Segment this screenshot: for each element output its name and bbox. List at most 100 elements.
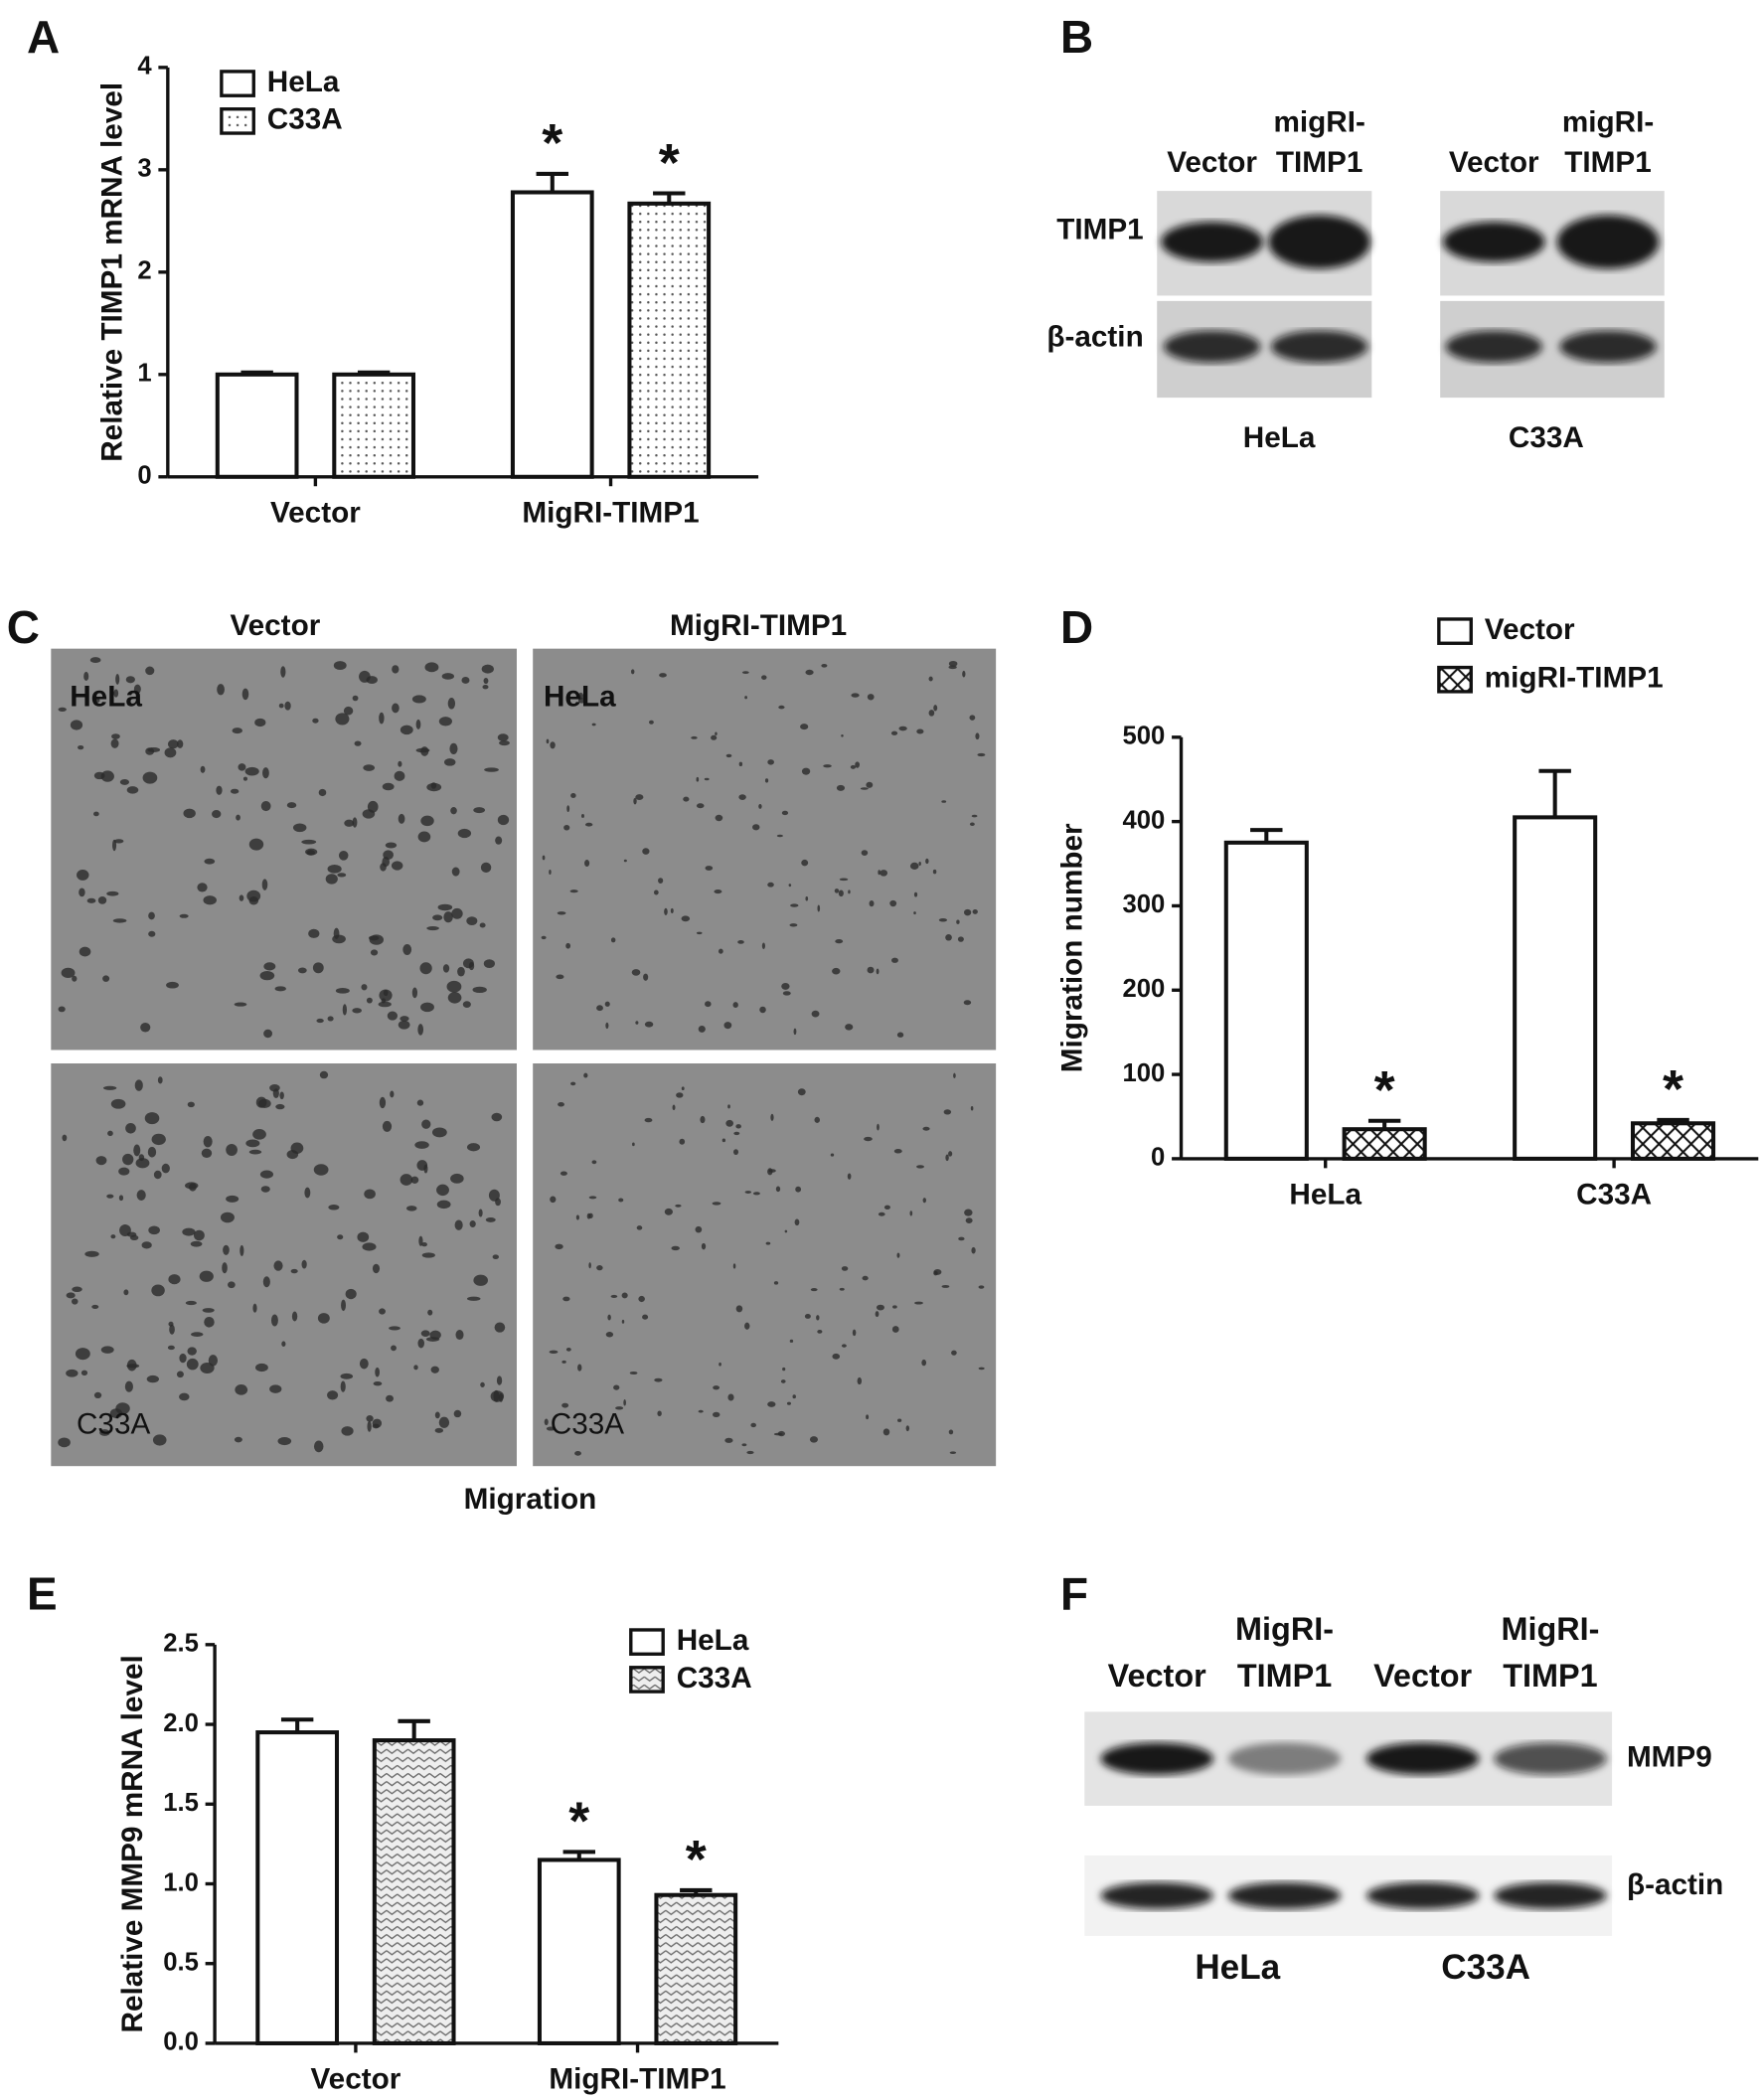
cell	[857, 1376, 863, 1385]
cell	[679, 1138, 686, 1145]
significance-marker: *	[568, 1792, 589, 1852]
cell	[638, 1295, 645, 1303]
cell	[291, 1311, 298, 1322]
cell	[880, 870, 888, 877]
cell	[928, 710, 935, 717]
cell	[909, 1211, 913, 1216]
cell	[281, 1341, 286, 1347]
y-tick-label: 100	[1123, 1059, 1166, 1087]
cell	[588, 1196, 597, 1200]
cell	[383, 850, 394, 861]
y-tick-label: 2.5	[163, 1630, 199, 1658]
cell	[177, 739, 184, 748]
cell	[862, 1275, 869, 1281]
cell	[413, 1365, 418, 1371]
cell	[382, 782, 395, 791]
row-label: β-actin	[1627, 1868, 1723, 1901]
cell	[499, 739, 510, 746]
legend-swatch	[220, 70, 255, 97]
x-tick-label: MigRI-TIMP1	[522, 496, 699, 529]
x-tick-label: MigRI-TIMP1	[549, 2063, 725, 2096]
cell	[366, 1414, 374, 1422]
cell	[834, 888, 840, 893]
cell	[600, 702, 606, 706]
cell	[457, 966, 465, 977]
cell	[145, 747, 155, 755]
cell	[342, 1004, 348, 1016]
cell	[715, 814, 723, 822]
cell	[202, 1308, 215, 1313]
cell	[204, 1316, 215, 1328]
cell	[260, 1186, 270, 1193]
cell	[240, 1244, 244, 1257]
cell	[447, 992, 462, 1004]
cell	[948, 660, 958, 667]
cell	[153, 1170, 162, 1180]
cell	[969, 715, 976, 721]
cell	[841, 733, 844, 737]
cell	[588, 1212, 593, 1218]
cell	[767, 1401, 776, 1407]
bar	[1630, 1121, 1716, 1161]
cell	[773, 1281, 779, 1285]
cell	[569, 889, 578, 893]
cell	[72, 975, 78, 982]
cell	[721, 1138, 726, 1143]
cell	[352, 817, 358, 828]
cell	[882, 1428, 890, 1436]
y-tick-label: 0.5	[163, 1949, 199, 1977]
cell	[957, 936, 964, 942]
cell	[483, 959, 495, 968]
cell	[95, 1156, 107, 1166]
cell	[866, 781, 874, 788]
lane-label: Vector	[1373, 1658, 1472, 1694]
legend-swatch	[1437, 665, 1473, 694]
cell	[811, 1010, 820, 1018]
error-bar	[562, 1850, 595, 1860]
cell	[782, 1367, 786, 1372]
cell	[280, 666, 286, 678]
cell	[741, 1443, 747, 1447]
cell	[106, 1194, 114, 1199]
cell	[805, 896, 809, 901]
cell	[591, 1160, 597, 1165]
significance-marker: *	[1663, 1059, 1683, 1119]
cell	[561, 1360, 566, 1364]
group-label: C33A	[1509, 421, 1584, 454]
cell	[577, 1364, 582, 1372]
cell	[102, 1085, 117, 1090]
cell	[821, 663, 828, 668]
row-label: TIMP1	[1056, 213, 1143, 245]
column-label: Vector	[230, 609, 320, 642]
cell	[361, 984, 368, 991]
bar	[372, 1738, 456, 2045]
cell	[366, 997, 373, 1004]
cell	[847, 1173, 852, 1180]
cell	[758, 804, 762, 809]
cell	[696, 803, 705, 809]
cell	[179, 1353, 187, 1364]
cell	[775, 1186, 781, 1193]
cell	[621, 1319, 625, 1324]
cell	[869, 900, 875, 907]
cell	[956, 919, 960, 924]
cell	[187, 1101, 195, 1108]
cell	[232, 727, 242, 734]
cell	[141, 1241, 152, 1249]
cell	[110, 738, 119, 748]
cell	[839, 1287, 845, 1291]
cell	[810, 1287, 818, 1292]
legend-swatch	[220, 107, 255, 135]
cell	[896, 1032, 904, 1038]
cell	[379, 712, 385, 725]
cell	[800, 724, 809, 730]
cell	[916, 728, 924, 734]
cell	[290, 1268, 298, 1274]
cell	[644, 1021, 654, 1028]
cell	[292, 823, 307, 833]
legend-swatch	[629, 1666, 665, 1694]
cell	[732, 1263, 736, 1269]
cell	[877, 1123, 880, 1131]
cell	[788, 884, 792, 888]
